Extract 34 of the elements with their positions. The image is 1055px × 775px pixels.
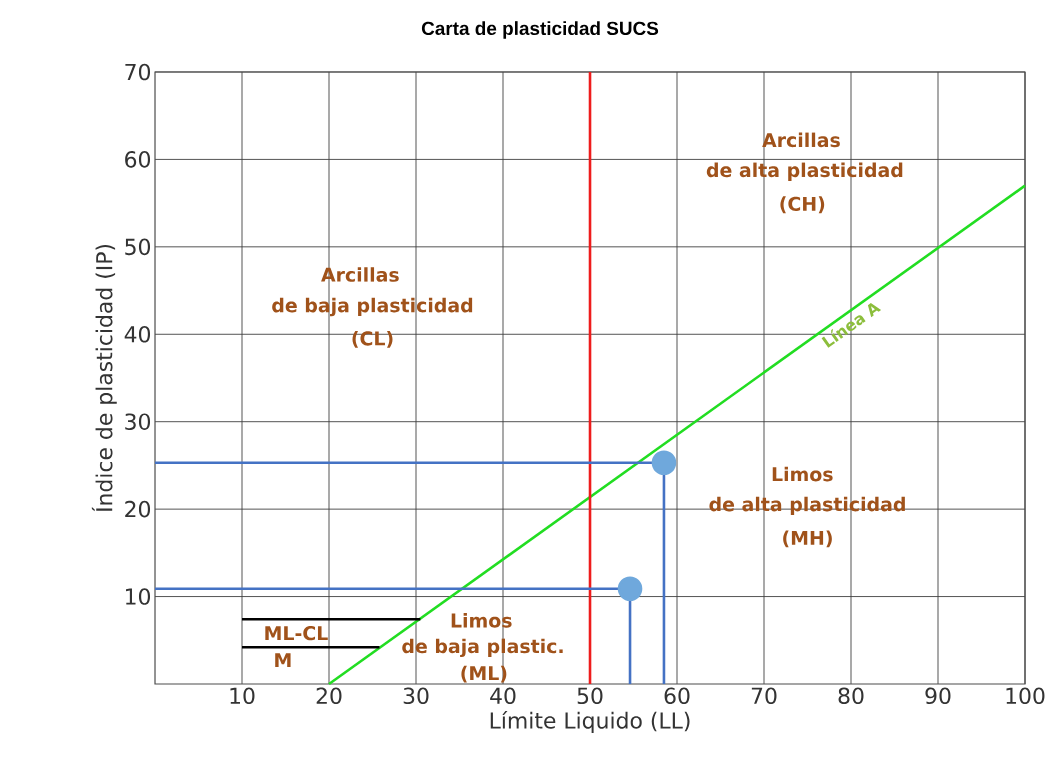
annotation: de alta plasticidad xyxy=(706,162,903,181)
x-tick-label: 30 xyxy=(403,687,429,705)
x-tick-label: 80 xyxy=(838,687,864,705)
annotation: Arcillas xyxy=(762,132,840,148)
y-tick-label: 50 xyxy=(125,238,151,256)
x-tick-label: 40 xyxy=(490,687,516,705)
annotation: (ML) xyxy=(461,665,507,683)
annotation: Arcillas xyxy=(321,267,399,282)
x-tick-label: 100 xyxy=(1006,687,1045,705)
annotation: de alta plasticidad xyxy=(709,496,905,516)
x-tick-label: 10 xyxy=(230,687,255,705)
y-tick-label: 10 xyxy=(126,588,151,605)
x-tick-label: 70 xyxy=(751,687,777,705)
y-tick-label: 20 xyxy=(125,500,151,518)
y-axis-title: Índice de plasticidad (IP) xyxy=(91,244,117,512)
y-tick-label: 30 xyxy=(125,413,151,430)
annotation: (CL) xyxy=(352,331,393,348)
x-tick-label: 50 xyxy=(577,687,603,705)
x-tick-label: 20 xyxy=(316,687,342,705)
annotation: (MH) xyxy=(783,530,832,548)
x-tick-label: 60 xyxy=(664,687,690,705)
x-axis-title: Límite Liquido (LL) xyxy=(490,710,690,734)
chart-title: Carta de plasticidad SUCS xyxy=(421,21,659,39)
annotation: Limos xyxy=(772,466,833,482)
y-tick-label: 60 xyxy=(125,151,151,168)
y-tick-label: 40 xyxy=(124,325,151,343)
annotation: de baja plasticidad xyxy=(272,297,473,317)
x-tick-label: 90 xyxy=(925,687,951,705)
annotation: de baja plastic. xyxy=(402,638,563,658)
annotation: Limos xyxy=(451,613,512,628)
annotation: M xyxy=(275,653,291,668)
y-tick-label: 70 xyxy=(125,63,151,81)
annotation: ML-CL xyxy=(265,626,328,641)
annotation: (CH) xyxy=(780,196,825,214)
